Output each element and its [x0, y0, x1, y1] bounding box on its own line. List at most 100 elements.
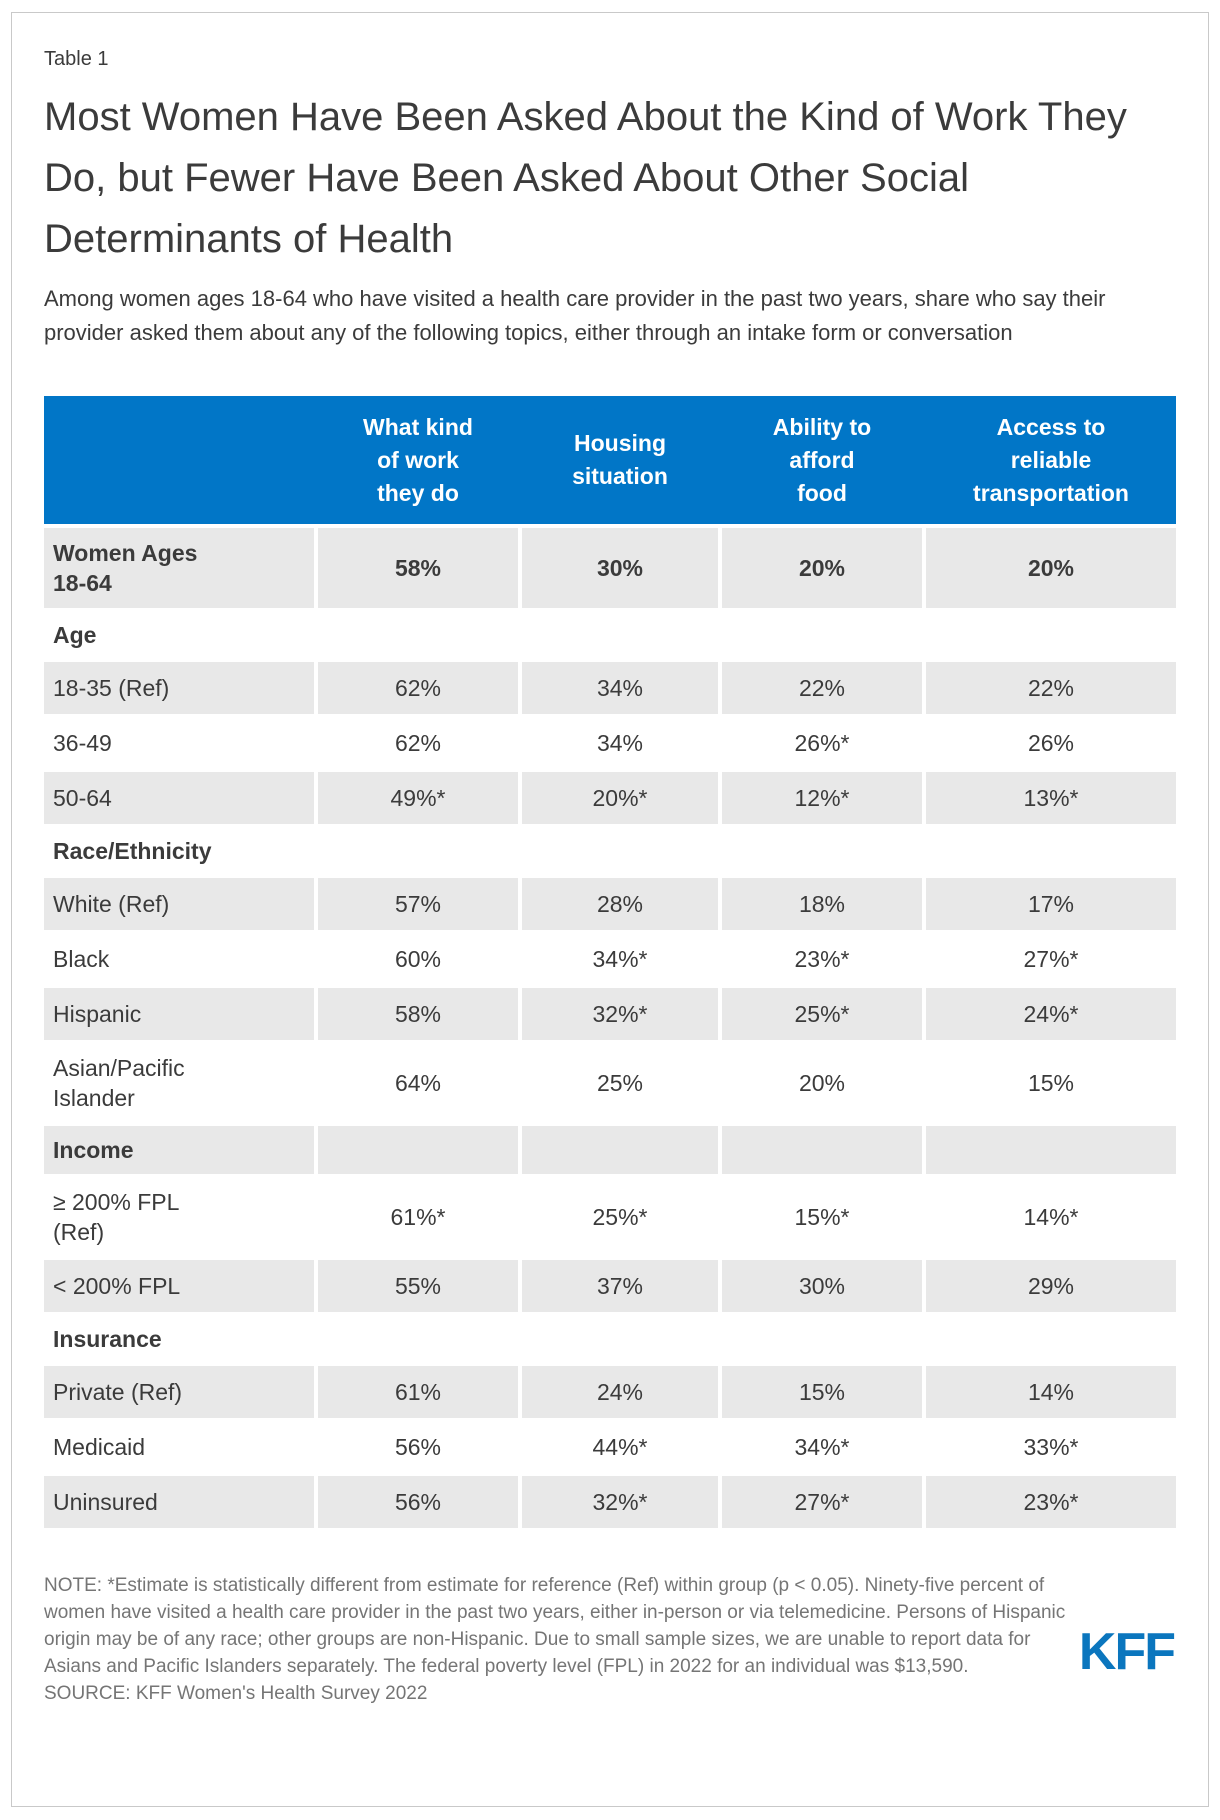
- value-cell: 55%: [318, 1260, 518, 1312]
- row-label: White (Ref): [44, 878, 314, 930]
- row-label: Asian/Pacific Islander: [53, 1055, 185, 1111]
- figure-subtitle: Among women ages 18-64 who have visited …: [44, 286, 1106, 345]
- row-label: 18-35 (Ref): [44, 662, 314, 714]
- value-cell: 34%: [522, 662, 718, 714]
- row-label: Uninsured: [44, 1476, 314, 1528]
- table-data-row: Medicaid 56% 44%* 34%* 33%*: [44, 1421, 1176, 1473]
- value-cell: 20%: [926, 528, 1176, 608]
- row-label: Age: [53, 622, 97, 648]
- column-header-label: Ability to afford food: [772, 413, 872, 506]
- value-cell: 28%: [522, 878, 718, 930]
- table-data-row: 18-35 (Ref) 62% 34% 22% 22%: [44, 662, 1176, 714]
- value-cell: 23%*: [794, 946, 850, 972]
- value-cell: 20%*: [522, 772, 718, 824]
- value-cell: [522, 827, 718, 875]
- value-cell: 30%: [722, 1260, 922, 1312]
- value-cell: [318, 827, 518, 875]
- value-cell: 37%: [522, 1260, 718, 1312]
- table-figure-card: Table 1 Most Women Have Been Asked About…: [11, 12, 1209, 1807]
- value-cell: 25%*: [592, 1204, 648, 1230]
- value-cell: 32%*: [522, 1476, 718, 1528]
- table-data-row: 36-49 62% 34% 26%* 26%: [44, 717, 1176, 769]
- value-cell: [318, 611, 518, 659]
- value-cell: 34%*: [592, 946, 648, 972]
- value-cell: 13%*: [926, 772, 1176, 824]
- row-label: Hispanic: [44, 988, 314, 1040]
- value-cell: 15%: [722, 1366, 922, 1418]
- value-cell: 14%: [926, 1366, 1176, 1418]
- value-cell: 61%: [318, 1366, 518, 1418]
- value-cell: 22%: [722, 662, 922, 714]
- column-header: Ability to afford food: [722, 396, 922, 524]
- table-data-row: Hispanic 58% 32%* 25%* 24%*: [44, 988, 1176, 1040]
- row-label: Income: [44, 1126, 314, 1174]
- footer: NOTE: *Estimate is statistically differe…: [44, 1572, 1176, 1707]
- table-section-row: Income: [44, 1126, 1176, 1174]
- value-cell: [522, 1126, 718, 1174]
- value-cell: 64%: [394, 1070, 442, 1096]
- header-corner-cell: [44, 396, 314, 524]
- value-cell: 44%*: [592, 1434, 648, 1460]
- value-cell: 58%: [318, 988, 518, 1040]
- row-label: 36-49: [53, 730, 112, 756]
- value-cell: 34%: [596, 730, 644, 756]
- value-cell: [522, 611, 718, 659]
- table-data-row: Black 60% 34%* 23%* 27%*: [44, 933, 1176, 985]
- source-text: SOURCE: KFF Women's Health Survey 2022: [44, 1683, 428, 1704]
- value-cell: 56%: [394, 1434, 442, 1460]
- value-cell: 33%*: [1023, 1434, 1079, 1460]
- column-header-label: What kind of work they do: [363, 413, 473, 506]
- value-cell: 49%*: [318, 772, 518, 824]
- value-cell: 26%*: [794, 730, 850, 756]
- row-label: Private (Ref): [44, 1366, 314, 1418]
- value-cell: [522, 1315, 718, 1363]
- value-cell: 62%: [394, 730, 442, 756]
- value-cell: 18%: [722, 878, 922, 930]
- value-cell: 24%*: [926, 988, 1176, 1040]
- table-data-row: Uninsured 56% 32%* 27%* 23%*: [44, 1476, 1176, 1528]
- value-cell: 27%*: [722, 1476, 922, 1528]
- value-cell: [926, 827, 1176, 875]
- value-cell: 27%*: [1023, 946, 1079, 972]
- data-table: What kind of work they do Housing situati…: [44, 396, 1176, 1528]
- value-cell: [722, 611, 922, 659]
- value-cell: [318, 1126, 518, 1174]
- table-data-row: Women Ages 18-64 58% 30% 20% 20%: [44, 528, 1176, 608]
- table-body: Women Ages 18-64 58% 30% 20% 20% Age 18-35 (Re…: [44, 528, 1176, 1528]
- value-cell: 58%: [318, 528, 518, 608]
- value-cell: 15%*: [794, 1204, 850, 1230]
- table-section-row: Age: [44, 611, 1176, 659]
- value-cell: 26%: [1027, 730, 1075, 756]
- value-cell: 25%*: [722, 988, 922, 1040]
- value-cell: 29%: [926, 1260, 1176, 1312]
- row-label: ≥ 200% FPL (Ref): [53, 1189, 179, 1245]
- value-cell: 20%: [798, 1070, 846, 1096]
- row-label: Medicaid: [53, 1434, 146, 1460]
- value-cell: 56%: [318, 1476, 518, 1528]
- figure-title: Most Women Have Been Asked About the Kin…: [44, 95, 1127, 261]
- value-cell: 32%*: [522, 988, 718, 1040]
- value-cell: [926, 611, 1176, 659]
- column-header-label: Access to reliable transportation: [973, 413, 1129, 506]
- value-cell: 25%: [596, 1070, 644, 1096]
- row-label: Race/Ethnicity: [53, 838, 212, 864]
- value-cell: 23%*: [926, 1476, 1176, 1528]
- row-label: Women Ages 18-64: [44, 528, 314, 608]
- value-cell: 62%: [318, 662, 518, 714]
- column-header: What kind of work they do: [318, 396, 518, 524]
- note-text: NOTE: *Estimate is statistically differe…: [44, 1575, 1066, 1677]
- value-cell: 34%*: [794, 1434, 850, 1460]
- value-cell: [318, 1315, 518, 1363]
- table-data-row: 50-64 49%* 20%* 12%* 13%*: [44, 772, 1176, 824]
- value-cell: 61%*: [390, 1204, 446, 1230]
- table-number-label: Table 1: [44, 48, 109, 70]
- table-header-row: What kind of work they do Housing situati…: [44, 396, 1176, 524]
- value-cell: 60%: [394, 946, 442, 972]
- value-cell: 17%: [926, 878, 1176, 930]
- value-cell: 14%*: [1023, 1204, 1079, 1230]
- value-cell: [926, 1315, 1176, 1363]
- value-cell: 12%*: [722, 772, 922, 824]
- value-cell: 22%: [926, 662, 1176, 714]
- value-cell: 20%: [722, 528, 922, 608]
- row-label: Insurance: [53, 1326, 162, 1352]
